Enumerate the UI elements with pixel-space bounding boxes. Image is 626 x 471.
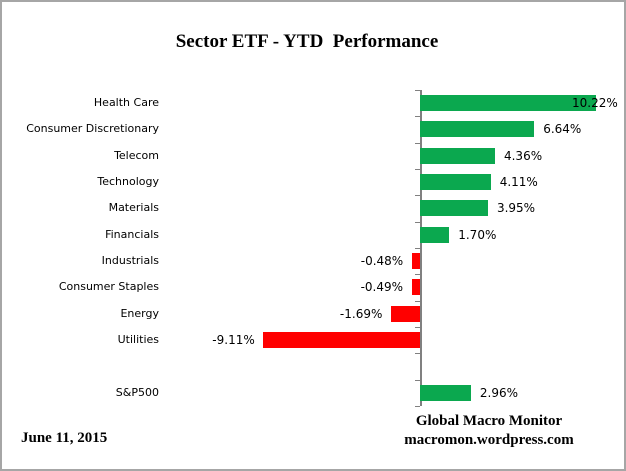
axis-tick xyxy=(415,380,420,381)
category-label: Health Care xyxy=(93,96,159,110)
axis-tick xyxy=(415,353,420,354)
axis-tick xyxy=(415,195,420,196)
value-label: -0.48% xyxy=(360,254,404,269)
bar-positive xyxy=(420,147,495,164)
bar-positive xyxy=(420,226,450,243)
axis-tick xyxy=(415,116,420,117)
value-label: -1.69% xyxy=(339,306,383,321)
value-label: 2.96% xyxy=(479,385,519,400)
category-label: S&P500 xyxy=(115,385,159,399)
value-label: 10.22% xyxy=(572,96,618,111)
axis-tick xyxy=(415,222,420,223)
attribution: Global Macro Monitor macromon.wordpress.… xyxy=(350,412,624,450)
category-label: Telecom xyxy=(114,148,159,162)
chart-title: Sector ETF - YTD Performance xyxy=(175,31,439,52)
attribution-line1: Global Macro Monitor xyxy=(415,413,563,429)
category-label: Energy xyxy=(120,306,159,320)
bar-positive xyxy=(420,95,596,112)
bar-negative xyxy=(411,253,420,270)
category-label: Technology xyxy=(97,175,159,189)
bar-negative xyxy=(390,305,420,322)
plot-area: Health Care 10.22% Consumer Discretionary 6… xyxy=(2,90,624,407)
value-label: -0.49% xyxy=(360,280,404,295)
value-axis xyxy=(420,90,422,406)
value-label: 4.36% xyxy=(503,148,543,163)
axis-tick xyxy=(415,301,420,302)
bar-positive xyxy=(420,200,488,217)
bar-positive xyxy=(420,174,491,191)
category-label: Consumer Staples xyxy=(58,280,159,294)
value-label: 1.70% xyxy=(458,227,497,242)
bar-positive xyxy=(420,384,471,401)
bar-positive xyxy=(420,121,535,138)
category-label: Consumer Discretionary xyxy=(26,122,159,136)
bar-negative xyxy=(263,332,420,349)
attribution-line2: macromon.wordpress.com xyxy=(404,432,574,448)
value-label: -9.11% xyxy=(212,333,255,348)
category-label: Financials xyxy=(105,227,159,241)
axis-tick xyxy=(415,274,420,275)
axis-tick xyxy=(415,169,420,170)
value-label: 4.11% xyxy=(499,175,538,190)
category-label: Materials xyxy=(108,201,159,215)
axis-tick xyxy=(415,406,420,407)
axis-tick xyxy=(415,248,420,249)
value-label: 3.95% xyxy=(496,201,536,216)
category-label: Utilities xyxy=(117,333,159,347)
date-label: June 11, 2015 xyxy=(21,430,108,446)
axis-tick xyxy=(415,143,420,144)
bar-negative xyxy=(411,279,420,296)
axis-tick xyxy=(415,90,420,91)
category-label: Industrials xyxy=(101,254,159,268)
axis-tick xyxy=(415,327,420,328)
value-label: 6.64% xyxy=(543,122,582,137)
